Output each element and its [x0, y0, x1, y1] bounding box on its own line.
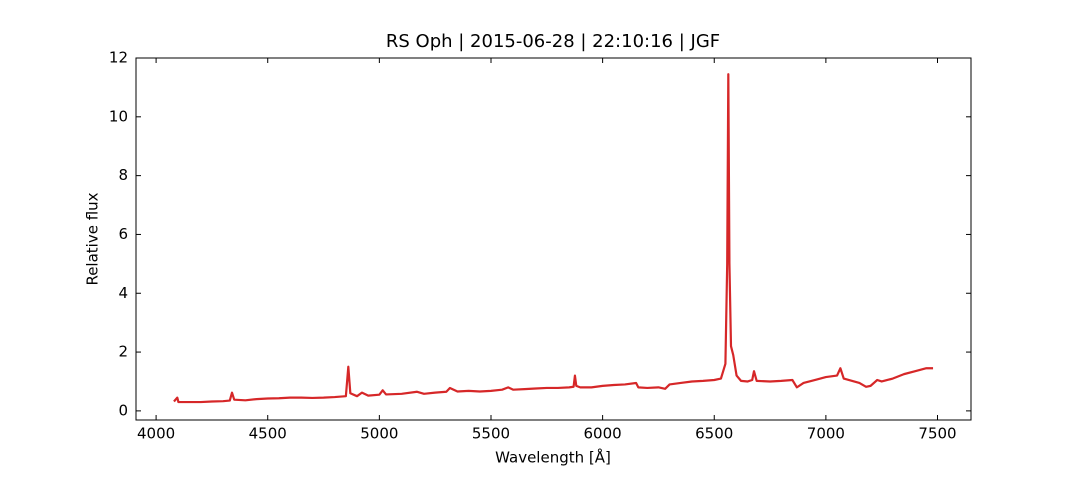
y-tick-label: 12 [109, 49, 128, 67]
y-tick-label: 2 [118, 343, 128, 361]
x-tick-label: 4500 [249, 425, 287, 443]
x-tick-label: 4000 [137, 425, 175, 443]
chart-title: RS Oph | 2015-06-28 | 22:10:16 | JGF [386, 31, 720, 52]
y-axis-label: Relative flux [84, 192, 102, 285]
plot-frame [135, 57, 972, 421]
spectrum-line [173, 73, 934, 404]
y-tick-label: 0 [118, 401, 128, 419]
x-tick-label: 6500 [695, 425, 733, 443]
y-tick-label: 10 [109, 107, 128, 125]
x-axis-label: Wavelength [Å] [495, 448, 611, 467]
y-tick-label: 4 [118, 284, 128, 302]
y-tick-label: 6 [118, 225, 128, 243]
x-tick-label: 5500 [472, 425, 510, 443]
x-tick-label: 6000 [584, 425, 622, 443]
y-tick-label: 8 [118, 166, 128, 184]
x-tick-label: 7500 [918, 425, 956, 443]
x-tick-label: 7000 [807, 425, 845, 443]
x-tick-label: 5000 [360, 425, 398, 443]
